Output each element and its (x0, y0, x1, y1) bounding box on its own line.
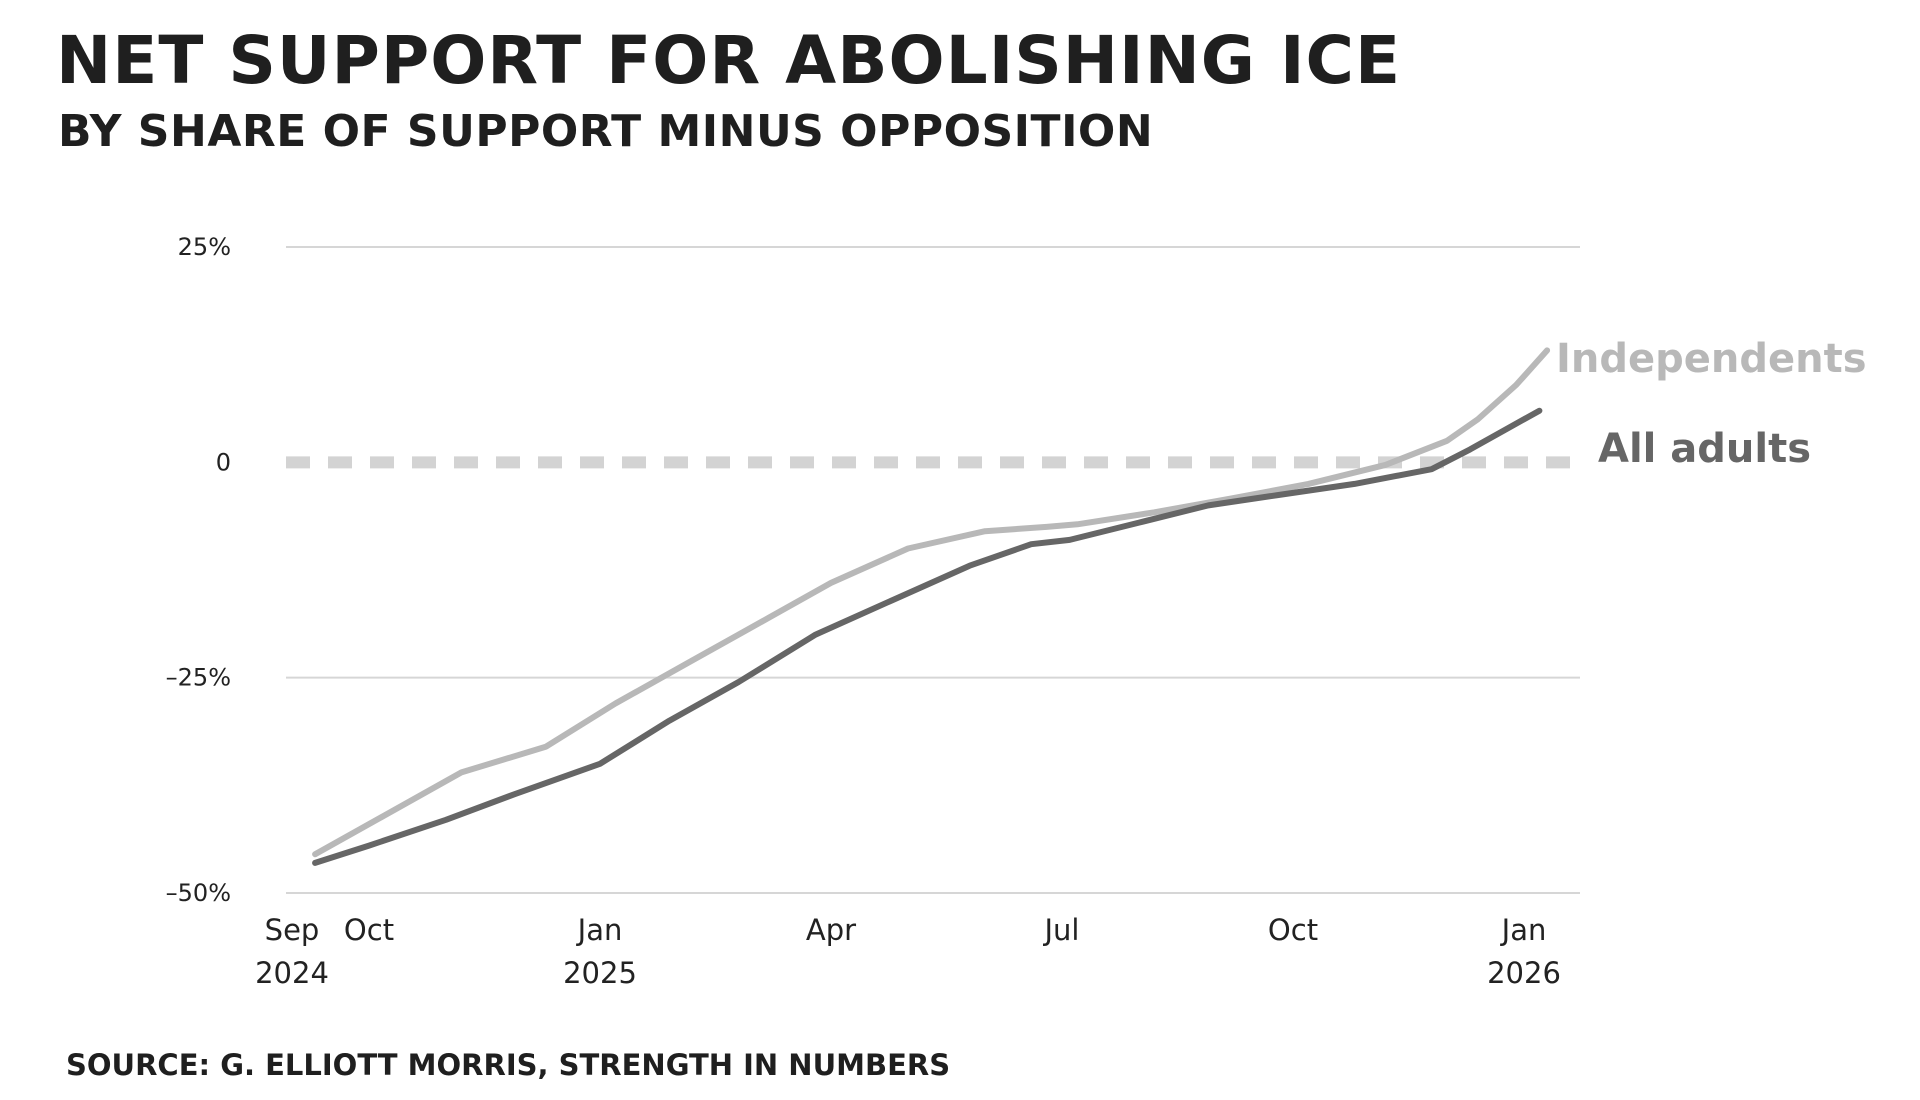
x-tick-label: Oct (344, 913, 394, 947)
series-line-all-adults (312, 407, 1543, 866)
x-tick-label: Jan (1500, 913, 1547, 947)
y-tick-label: 25% (178, 233, 231, 261)
y-tick-label: 0 (216, 448, 231, 476)
y-tick-label: –25% (166, 664, 231, 692)
chart-title: NET SUPPORT FOR ABOLISHING ICE (56, 22, 1402, 99)
x-tick-label: Sep (265, 913, 320, 947)
series-line-independents (312, 347, 1551, 858)
x-tick-label: Apr (806, 913, 856, 947)
series-label-all-adults: All adults (1598, 426, 1811, 472)
x-tick-label: Jan (576, 913, 623, 947)
x-tick-year-label: 2026 (1487, 956, 1561, 990)
x-tick-label: Jul (1043, 913, 1080, 947)
chart-subtitle: BY SHARE OF SUPPORT MINUS OPPOSITION (58, 106, 1154, 157)
series-label-independents: Independents (1556, 336, 1867, 382)
x-tick-year-label: 2024 (255, 956, 329, 990)
source-note: SOURCE: G. ELLIOTT MORRIS, STRENGTH IN N… (66, 1048, 951, 1082)
x-tick-label: Oct (1268, 913, 1318, 947)
y-tick-label: –50% (166, 879, 231, 907)
x-tick-year-label: 2025 (563, 956, 637, 990)
